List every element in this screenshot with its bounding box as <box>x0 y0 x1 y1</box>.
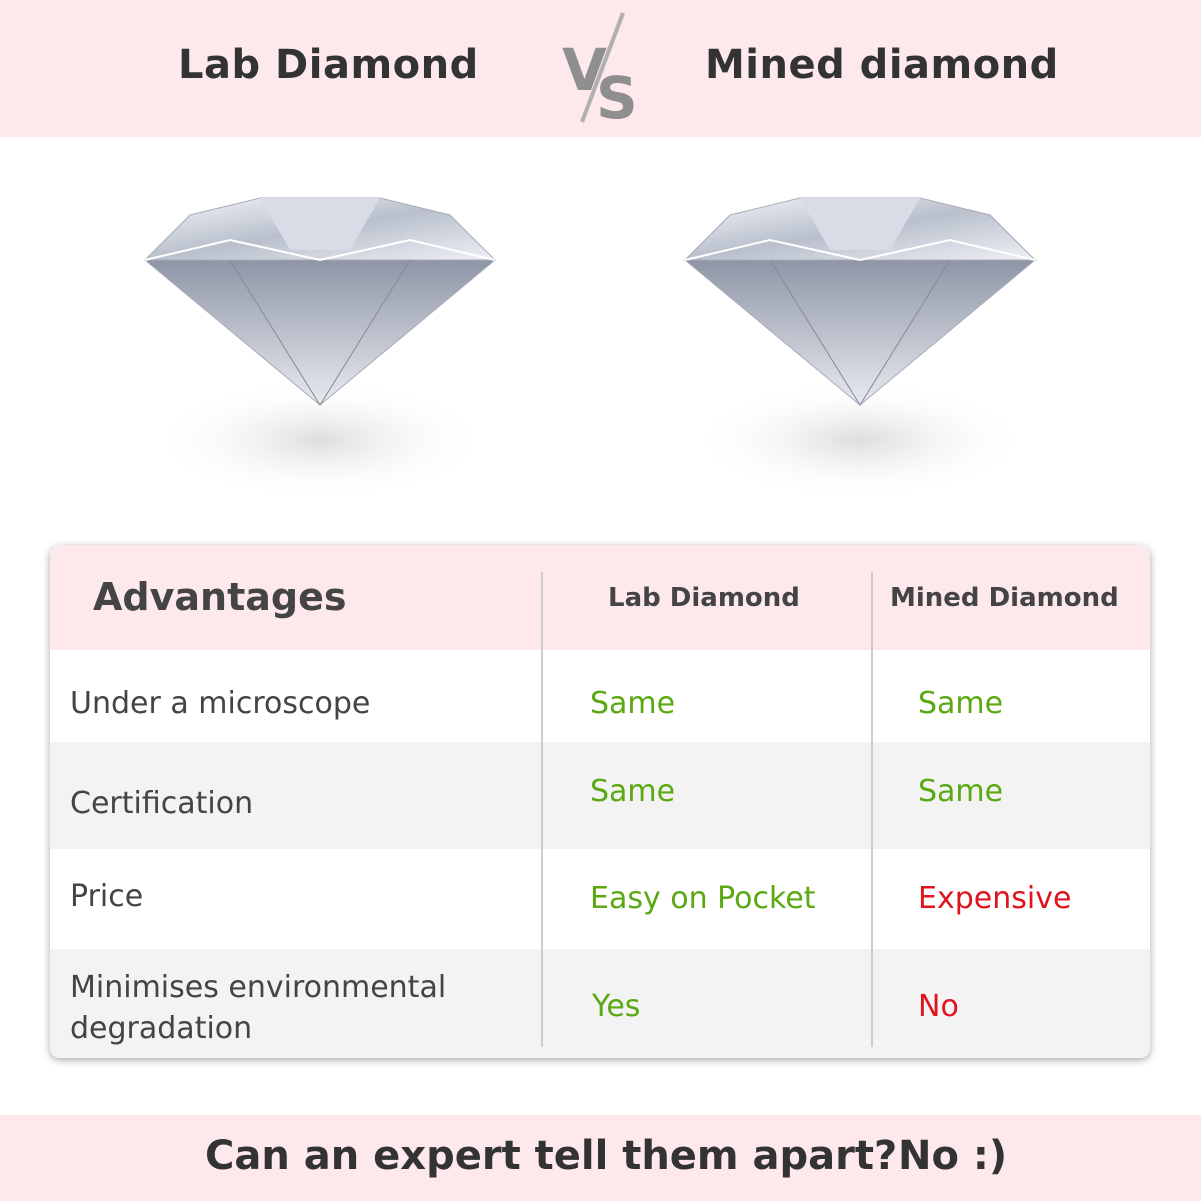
footer-question: Can an expert tell them apart? <box>205 1133 898 1179</box>
table-row: Price Easy on Pocket Expensive <box>50 849 1150 949</box>
mined-value: Expensive <box>918 881 1072 916</box>
row-label: Minimises environmental degradation <box>70 970 447 1046</box>
table-header-row: Advantages Lab Diamond Mined Diamond <box>50 545 1150 650</box>
footer-band <box>0 1115 1201 1201</box>
mined-diamond-title: Mined diamond <box>705 42 1059 88</box>
header-mined-diamond: Mined Diamond <box>890 583 1119 613</box>
lab-value: Same <box>590 774 676 809</box>
header-lab-diamond: Lab Diamond <box>608 583 800 613</box>
comparison-table: Advantages Lab Diamond Mined Diamond Und… <box>50 545 1150 1058</box>
lab-diamond-title: Lab Diamond <box>178 42 479 88</box>
lab-value: Easy on Pocket <box>590 881 816 916</box>
footer-answer: No :) <box>898 1133 1008 1179</box>
table-row: Minimises environmental degradation Yes … <box>50 949 1150 1058</box>
mined-value: No <box>918 989 959 1024</box>
mined-value: Same <box>918 774 1004 809</box>
svg-text:S: S <box>596 64 638 125</box>
vs-logo: V S <box>562 12 638 125</box>
row-label: Price <box>70 879 144 914</box>
lab-diamond-image <box>143 197 497 500</box>
row-label: Certification <box>70 786 254 821</box>
lab-value: Same <box>590 686 676 721</box>
mined-diamond-image <box>683 197 1037 500</box>
header-advantages: Advantages <box>93 575 347 619</box>
column-divider <box>541 572 543 1047</box>
header-band: Lab Diamond V S Mined diamond <box>0 0 1201 137</box>
mined-value: Same <box>918 686 1004 721</box>
table-row: Certification Same Same <box>50 742 1150 849</box>
column-divider <box>871 572 873 1047</box>
table-row: Under a microscope Same Same <box>50 650 1150 742</box>
row-label: Under a microscope <box>70 686 371 721</box>
lab-value: Yes <box>592 989 641 1024</box>
